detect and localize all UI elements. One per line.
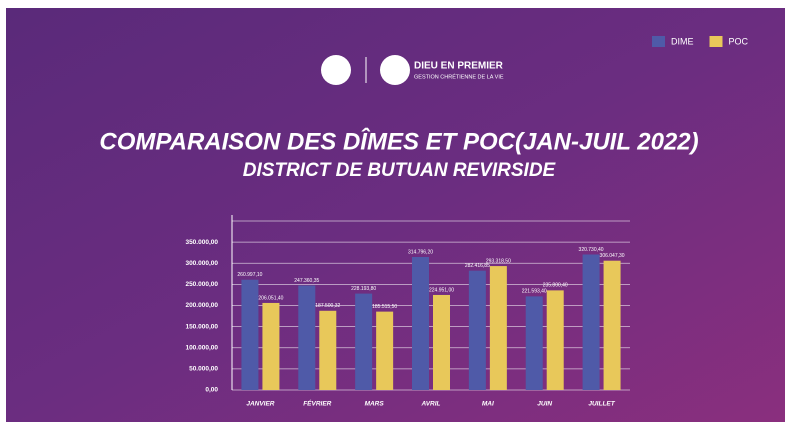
bar — [262, 302, 280, 390]
value-label: 235.800,40 — [543, 283, 568, 289]
y-tick-label: 150.000,00 — [185, 323, 218, 330]
value-label: 221.593,40 — [522, 289, 547, 295]
value-label: 206.051,40 — [258, 295, 283, 301]
bar — [525, 296, 543, 390]
y-tick-label: 350.000,00 — [185, 239, 218, 246]
logo-tagline: GESTION CHRÉTIENNE DE LA VIE — [414, 73, 504, 80]
y-tick-label: 0,00 — [205, 387, 218, 394]
y-tick-label: 300.000,00 — [185, 260, 218, 267]
y-tick-label: 50.000,00 — [189, 366, 218, 373]
bar — [433, 294, 450, 390]
chart-subtitle: DISTRICT DE BUTUAN REVIRSIDE — [243, 160, 557, 181]
value-label: 187.500,32 — [315, 303, 340, 309]
legend-label: POC — [729, 36, 749, 46]
x-tick-label: MAI — [482, 401, 494, 408]
x-tick-label: JUIN — [537, 401, 552, 408]
value-label: 224.951,00 — [429, 287, 454, 293]
bar — [412, 256, 429, 390]
value-label: 282.416,85 — [465, 263, 490, 269]
bar — [298, 285, 316, 390]
value-label: 247.360,35 — [294, 278, 319, 284]
x-tick-label: MARS — [365, 401, 385, 408]
x-tick-label: JUILLET — [588, 401, 615, 408]
legend-swatch — [652, 36, 665, 47]
y-tick-label: 250.000,00 — [185, 281, 218, 288]
bar — [355, 293, 373, 390]
bar — [546, 290, 564, 390]
value-label: 185.515,50 — [372, 304, 397, 310]
bar — [376, 311, 394, 390]
chart-title: COMPARAISON DES DÎMES ET POC(JAN-JUIL 20… — [99, 127, 698, 155]
bar — [468, 270, 486, 390]
value-label: 228.193,80 — [351, 286, 376, 292]
bar — [489, 266, 507, 390]
bar — [241, 279, 259, 390]
x-tick-label: JANVIER — [246, 401, 274, 408]
y-tick-label: 200.000,00 — [185, 302, 218, 309]
bar — [319, 310, 337, 390]
value-label: 260.997,10 — [237, 272, 262, 278]
x-tick-label: FÉVRIER — [303, 399, 331, 408]
value-label: 306.047,30 — [600, 253, 625, 259]
logo-name: DIEU EN PREMIER — [414, 61, 504, 72]
y-tick-label: 100.000,00 — [185, 344, 218, 351]
dieu-logo — [380, 55, 410, 85]
bar — [582, 254, 600, 390]
legend-label: DIME — [671, 36, 694, 46]
value-label: 320.730,40 — [579, 247, 604, 253]
value-label: 293.318,50 — [486, 258, 511, 264]
x-tick-label: AVRIL — [420, 401, 440, 408]
church-logo — [321, 55, 351, 85]
legend-swatch — [709, 36, 723, 47]
bar — [603, 260, 621, 390]
value-label: 314.796,20 — [408, 249, 433, 255]
